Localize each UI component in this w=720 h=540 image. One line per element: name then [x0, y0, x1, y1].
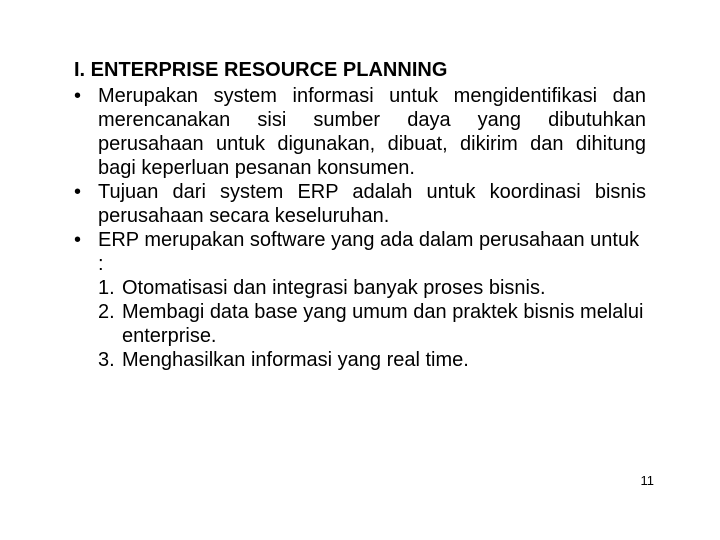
page-number: 11: [641, 473, 655, 488]
list-item: • Merupakan system informasi untuk mengi…: [74, 84, 646, 180]
list-item: • Tujuan dari system ERP adalah untuk ko…: [74, 180, 646, 228]
sublist-number: 2.: [98, 300, 122, 348]
list-item-text: Merupakan system informasi untuk mengide…: [98, 84, 646, 180]
bullet-marker: •: [74, 180, 98, 228]
slide: I. ENTERPRISE RESOURCE PLANNING • Merupa…: [0, 0, 720, 540]
sublist-number: 3.: [98, 348, 122, 372]
sublist-item: 2. Membagi data base yang umum dan prakt…: [98, 300, 646, 348]
sublist-text: Otomatisasi dan integrasi banyak proses …: [122, 276, 646, 300]
sublist-item: 3. Menghasilkan informasi yang real time…: [98, 348, 646, 372]
sublist-item: 1. Otomatisasi dan integrasi banyak pros…: [98, 276, 646, 300]
section-heading: I. ENTERPRISE RESOURCE PLANNING: [74, 58, 646, 82]
bullet-marker: •: [74, 84, 98, 180]
list-item-body: ERP merupakan software yang ada dalam pe…: [98, 228, 646, 372]
sublist-text: Membagi data base yang umum dan praktek …: [122, 300, 646, 348]
sublist-text: Menghasilkan informasi yang real time.: [122, 348, 646, 372]
list-item-text: Tujuan dari system ERP adalah untuk koor…: [98, 180, 646, 228]
sublist-number: 1.: [98, 276, 122, 300]
bullet-list: • Merupakan system informasi untuk mengi…: [74, 84, 646, 372]
list-item-text: ERP merupakan software yang ada dalam pe…: [98, 228, 646, 276]
list-item: • ERP merupakan software yang ada dalam …: [74, 228, 646, 372]
bullet-marker: •: [74, 228, 98, 372]
